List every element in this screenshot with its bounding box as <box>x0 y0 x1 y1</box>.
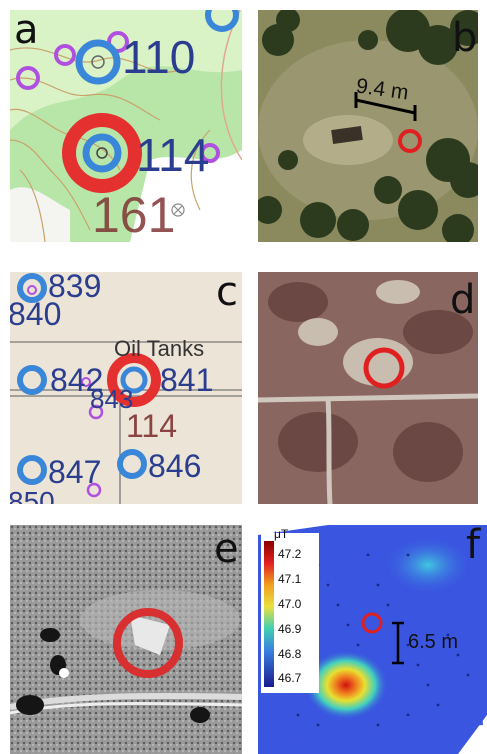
well-label-841: 841 <box>160 362 214 398</box>
colorbar-tick-46-7: 46.7 <box>278 671 302 685</box>
panel-letter-f: f <box>466 525 481 568</box>
colorbar-tick-47-1: 47.1 <box>278 572 302 586</box>
panel-letter-a: a <box>14 10 39 53</box>
well-label-840: 840 <box>10 296 62 332</box>
scale-label-f: 6.5 m <box>408 631 459 653</box>
panel-f-magnetic-map: μT 47.2 47.1 47.0 46.9 46.8 46.7 6.5 m f <box>258 525 487 754</box>
colorbar-unit: μT <box>274 527 289 541</box>
panel-letter-e: e <box>214 526 239 572</box>
colorbar-tick-46-8: 46.8 <box>278 647 302 661</box>
colorbar-tick-47-0: 47.0 <box>278 597 302 611</box>
panel-letter-b: b <box>452 15 478 61</box>
well-label-843: 843 <box>90 384 134 414</box>
well-label-114: 114 <box>136 129 210 181</box>
panel-letter-d: d <box>450 277 476 323</box>
aerial-roads-graphic <box>258 272 478 504</box>
oil-tanks-map-graphic <box>10 272 242 504</box>
magnetic-survey-graphic <box>258 525 487 754</box>
label-114: 114 <box>126 408 178 444</box>
label-161: 161 <box>92 187 176 242</box>
well-label-850: 850 <box>10 486 55 504</box>
panel-a-topo-map: 110 114 161 a <box>10 10 242 242</box>
grayscale-aerial-graphic <box>10 525 242 754</box>
aerial-photo-graphic <box>258 10 478 242</box>
well-label-846: 846 <box>148 448 202 484</box>
well-label-842: 842 <box>50 362 104 398</box>
topo-map-graphic <box>10 10 242 242</box>
colorbar-tick-47-2: 47.2 <box>278 547 302 561</box>
panel-d-aerial-roads: d <box>258 272 478 504</box>
panel-e-grayscale-aerial: e <box>10 525 242 754</box>
panel-b-aerial-photo: 9.4 m b <box>258 10 478 242</box>
colorbar-tick-46-9: 46.9 <box>278 622 302 636</box>
well-label-110: 110 <box>122 31 196 83</box>
panel-letter-c: c <box>216 272 238 315</box>
well-label-847: 847 <box>48 454 102 490</box>
well-label-839: 839 <box>48 272 102 304</box>
panel-c-oil-tanks-map: 839 840 Oil Tanks 842 841 843 114 847 84… <box>10 272 242 504</box>
oil-tanks-label: Oil Tanks <box>114 336 205 361</box>
